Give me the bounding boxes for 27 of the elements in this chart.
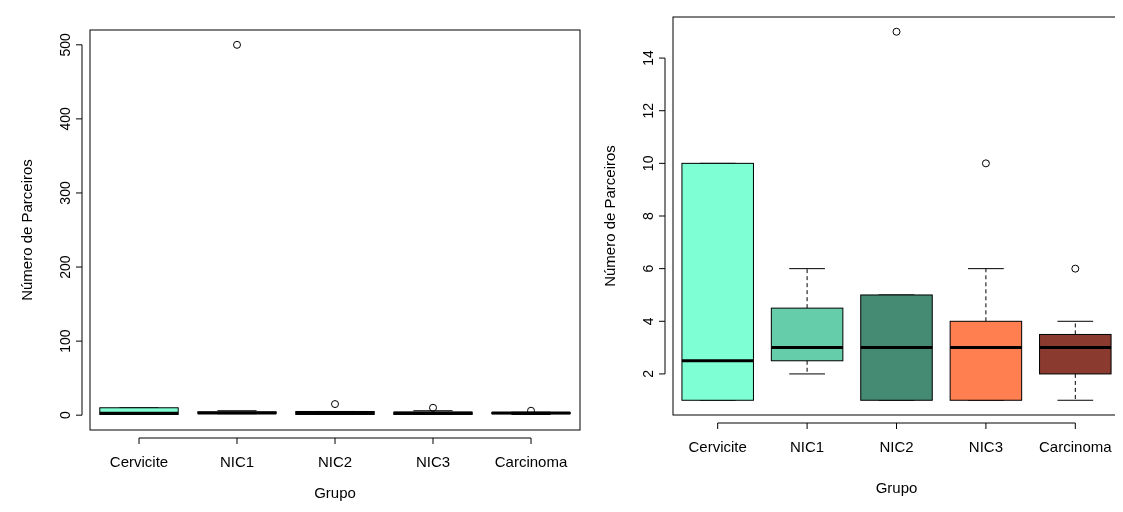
- y-tick-label: 0: [57, 411, 73, 420]
- x-tick-label: NIC3: [968, 438, 1003, 455]
- y-tick-label: 500: [57, 32, 73, 57]
- x-tick-label: NIC2: [317, 453, 353, 470]
- x-axis-title: Grupo: [875, 479, 918, 496]
- x-tick-label: Carcinoma: [1039, 438, 1113, 455]
- y-tick-label: 8: [640, 211, 656, 220]
- y-axis-title: Número de Parceiros: [18, 159, 35, 301]
- x-tick-label: NIC2: [879, 438, 914, 455]
- y-tick-label: 2: [640, 369, 656, 378]
- y-tick-label: 200: [57, 255, 73, 279]
- x-tick-label: Cervicite: [109, 453, 169, 470]
- y-tick-label: 4: [640, 317, 656, 326]
- y-tick-label: 14: [640, 50, 656, 66]
- y-tick-label: 12: [640, 102, 656, 119]
- y-tick-label: 100: [57, 329, 73, 353]
- x-tick-label: NIC1: [219, 453, 255, 470]
- x-tick-label: Carcinoma: [494, 453, 568, 470]
- x-tick-label: NIC1: [790, 438, 825, 455]
- y-tick-label: 6: [640, 264, 656, 273]
- x-tick-label: NIC3: [415, 453, 451, 470]
- x-axis-title: Grupo: [314, 484, 356, 501]
- y-tick-label: 10: [640, 155, 656, 172]
- y-tick-label: 400: [57, 107, 73, 131]
- y-tick-label: 300: [57, 181, 73, 205]
- y-axis-title: Número de Parceiros: [601, 145, 618, 287]
- x-tick-label: Cervicite: [688, 438, 747, 455]
